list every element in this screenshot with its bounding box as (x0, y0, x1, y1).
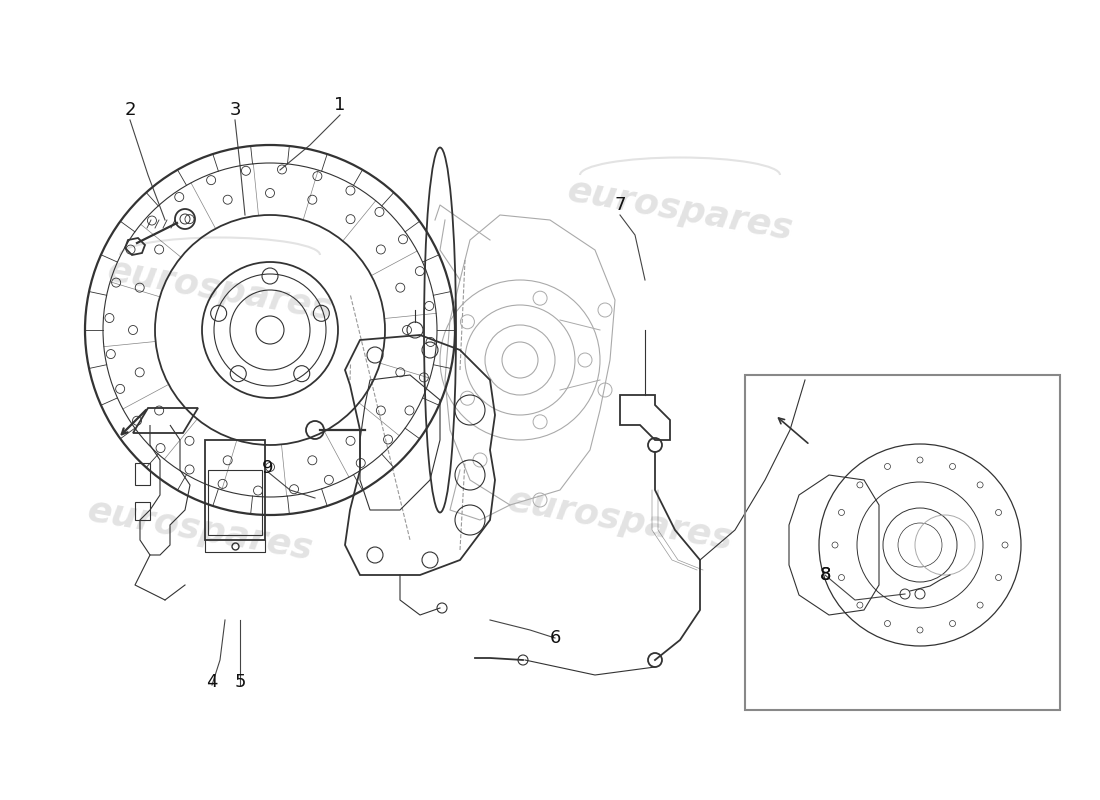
Text: eurospares: eurospares (564, 174, 795, 246)
Text: 9: 9 (262, 459, 274, 477)
Text: 2: 2 (124, 101, 135, 119)
Text: 7: 7 (614, 196, 626, 214)
Text: 8: 8 (820, 566, 830, 584)
Text: 4: 4 (207, 673, 218, 691)
Text: 8: 8 (820, 566, 830, 584)
Text: 5: 5 (234, 673, 245, 691)
Text: 6: 6 (549, 629, 561, 647)
Text: 3: 3 (229, 101, 241, 119)
Text: eurospares: eurospares (104, 254, 336, 326)
Text: eurospares: eurospares (85, 494, 316, 566)
Text: eurospares: eurospares (505, 483, 736, 557)
Text: 1: 1 (334, 96, 345, 114)
